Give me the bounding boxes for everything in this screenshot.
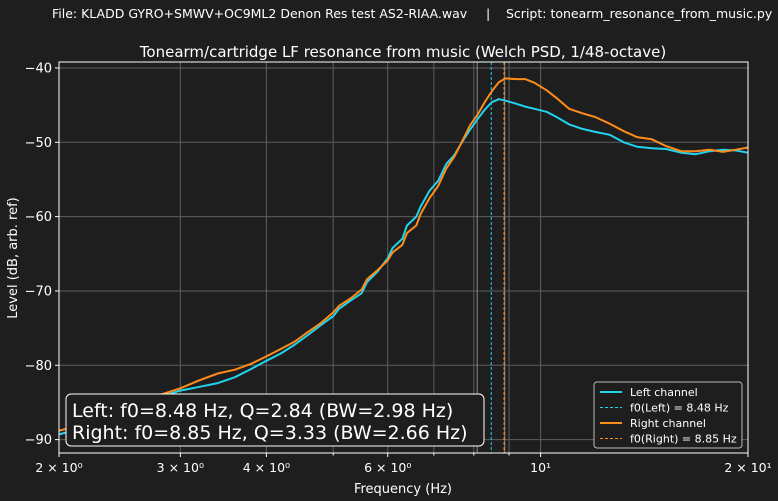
series-line-1 — [58, 77, 749, 432]
y-tick-label-3: −70 — [25, 284, 52, 299]
y-axis-ticks: −40 −50 −60 −70 −80 −90 — [25, 61, 59, 448]
header-script-text: Script: tonearm_resonance_from_music.py — [506, 6, 773, 21]
y-tick-label-4: −80 — [25, 359, 52, 374]
header-separator: | — [486, 6, 490, 21]
y-tick-label-0: −40 — [25, 61, 52, 76]
legend-frame — [593, 381, 743, 449]
annotation-frame — [65, 393, 485, 447]
legend-label-1: f0(Left) = 8.48 Hz — [630, 402, 729, 415]
legend-label-2: Right channel — [630, 417, 706, 430]
chart-title: Tonearm/cartridge LF resonance from musi… — [139, 43, 666, 61]
plot-frame — [58, 61, 749, 454]
x-tick-label-2: 4 × 10⁰ — [243, 460, 290, 475]
x-tick-label-5: 2 × 10¹ — [724, 460, 771, 475]
x-axis-label: Frequency (Hz) — [354, 482, 452, 497]
annotation-line-right: Right: f0=8.85 Hz, Q=3.33 (BW=2.66 Hz) — [72, 422, 468, 444]
x-tick-label-1: 3 × 10⁰ — [157, 460, 204, 475]
x-axis-ticks: 2 × 10⁰ 3 × 10⁰ 4 × 10⁰ 6 × 10⁰ 10¹ 2 × 10¹ — [35, 453, 772, 475]
annotation-box: Left: f0=8.48 Hz, Q=2.84 (BW=2.98 Hz) Ri… — [65, 393, 485, 447]
x-tick-label-0: 2 × 10⁰ — [35, 460, 82, 475]
reference-lines — [476, 62, 506, 453]
x-tick-label-3: 6 × 10⁰ — [364, 460, 411, 475]
y-tick-label-2: −60 — [25, 210, 52, 225]
header-file-text: File: KLADD GYRO+SMWV+OC9ML2 Denon Res t… — [52, 6, 468, 21]
x-tick-label-4: 10¹ — [530, 460, 551, 475]
legend: Left channel f0(Left) = 8.48 Hz Right chan… — [593, 381, 743, 449]
legend-label-0: Left channel — [630, 386, 698, 399]
legend-label-3: f0(Right) = 8.85 Hz — [630, 433, 737, 446]
y-tick-label-5: −90 — [25, 433, 52, 448]
annotation-line-left: Left: f0=8.48 Hz, Q=2.84 (BW=2.98 Hz) — [72, 400, 453, 422]
y-axis-label: Level (dB, arb. ref) — [6, 197, 21, 319]
y-tick-label-1: −50 — [25, 136, 52, 151]
series-line-0 — [58, 98, 749, 436]
series-lines — [58, 77, 749, 436]
